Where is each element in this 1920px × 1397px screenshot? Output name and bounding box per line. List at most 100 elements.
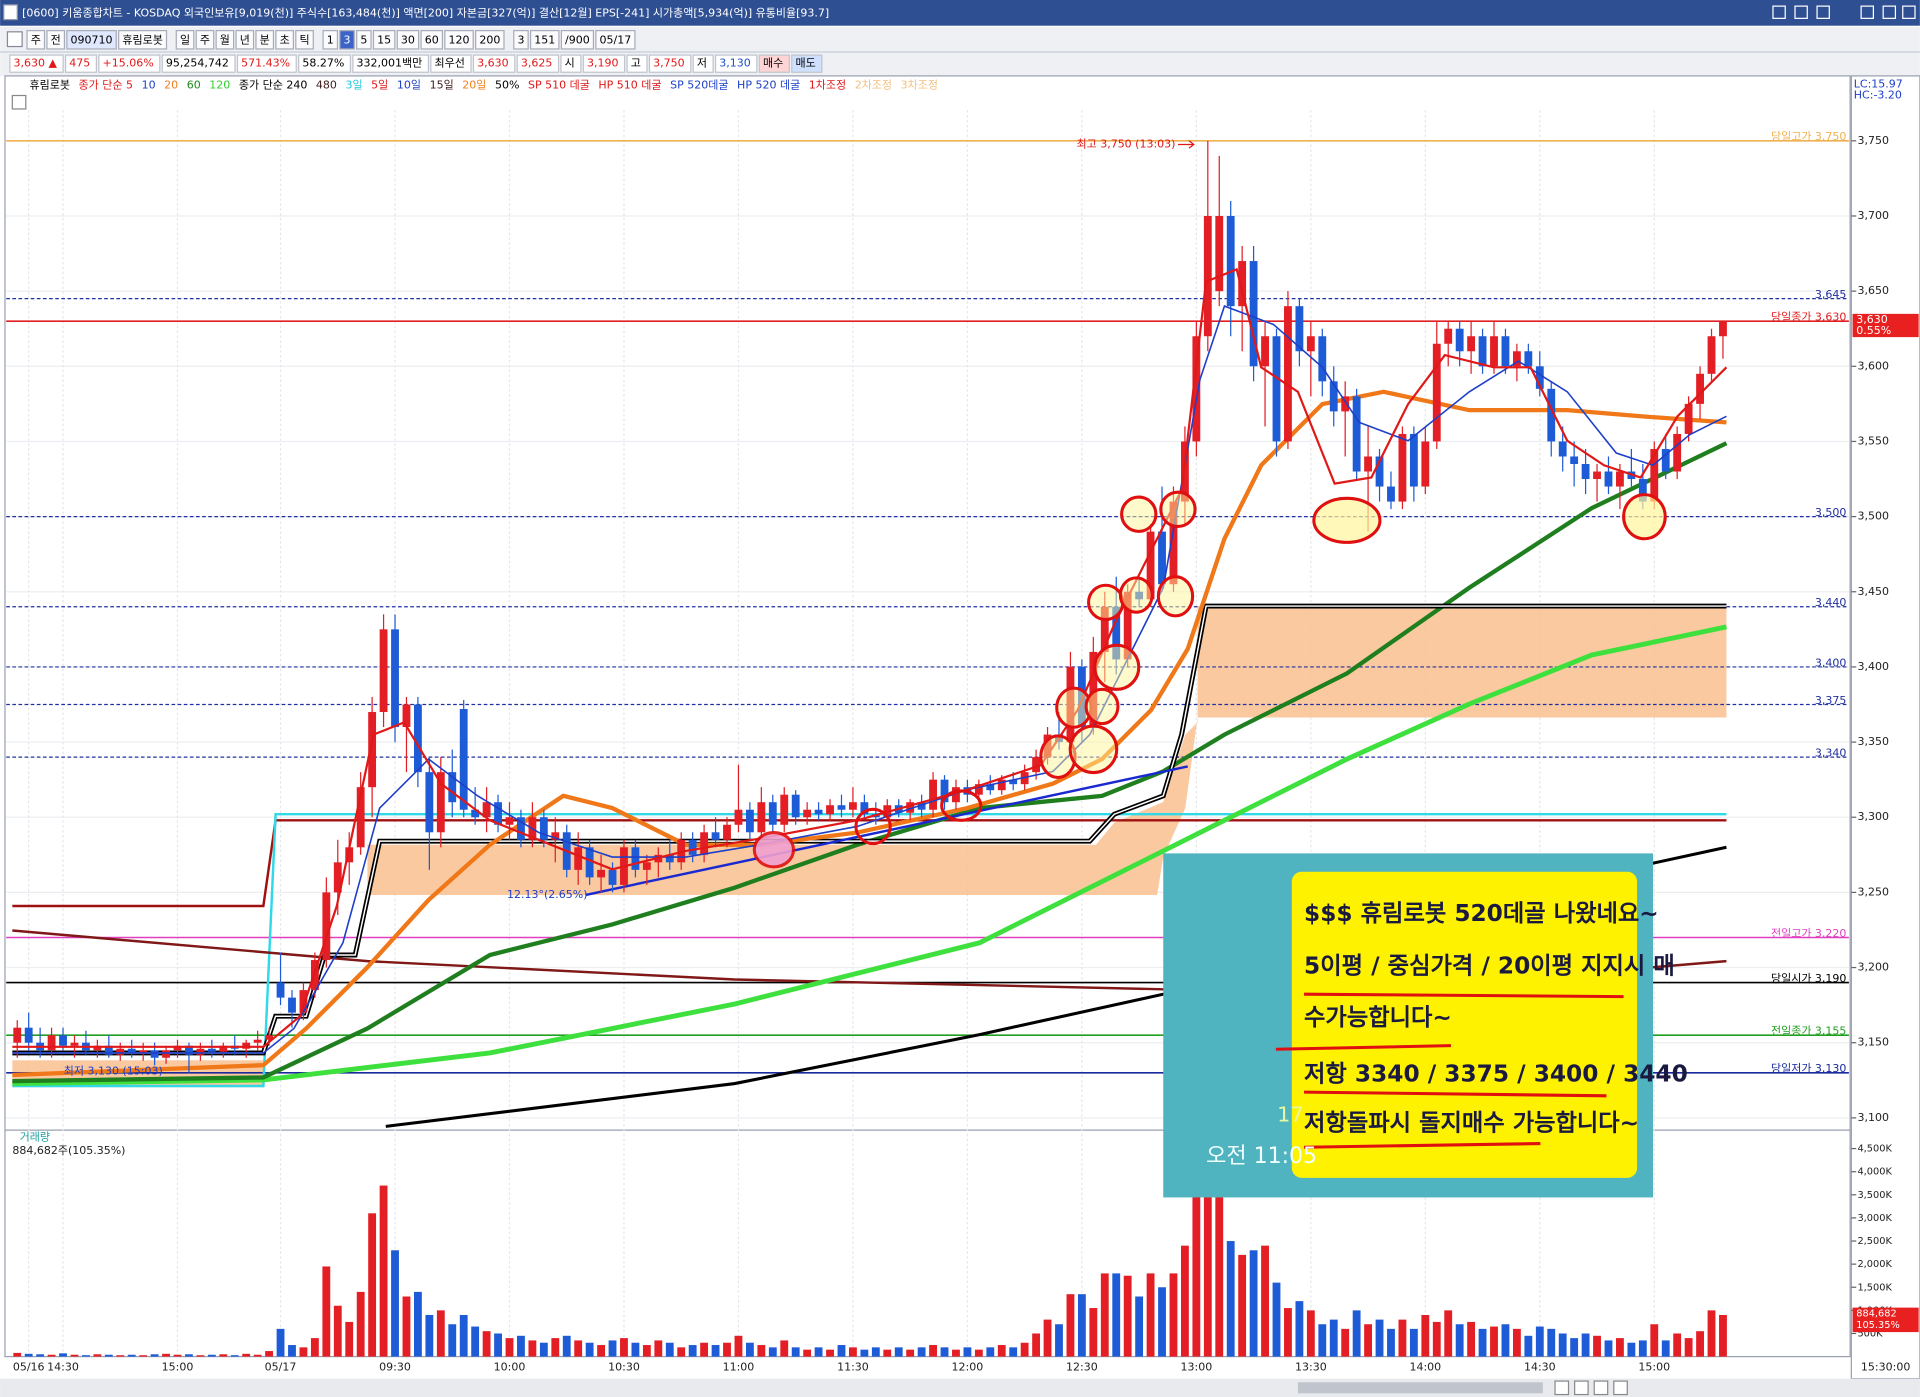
volume-bar: [929, 1345, 937, 1357]
toolbar-button-label[interactable]: 초: [280, 33, 290, 46]
toolbar-button[interactable]: [513, 29, 529, 50]
toolbar-button[interactable]: [475, 29, 505, 50]
toolbar-button[interactable]: [444, 29, 474, 50]
close-button[interactable]: [1902, 5, 1916, 19]
toolbar-button-label[interactable]: 분: [260, 33, 270, 46]
toolbar-button-label[interactable]: 3: [344, 33, 351, 46]
legend-entry[interactable]: 1차조정: [809, 79, 846, 92]
window-button[interactable]: [1882, 5, 1897, 19]
legend-entry[interactable]: 2차조정: [855, 79, 892, 92]
scrollbar[interactable]: [0, 1378, 1920, 1397]
legend-entry[interactable]: 종가 단순 5: [79, 79, 133, 92]
toolbar-button-label[interactable]: /900: [565, 33, 590, 46]
toolbar-button-label[interactable]: 주: [200, 33, 210, 46]
legend-entry[interactable]: 120: [209, 79, 230, 92]
legend-entry[interactable]: SP 510 데굴: [528, 79, 590, 92]
nav-button[interactable]: [1554, 1380, 1570, 1396]
candle-body: [940, 779, 949, 803]
legend-entry[interactable]: 50%: [495, 79, 519, 92]
ma-line: [12, 812, 1727, 1088]
legend-entry[interactable]: 10일: [397, 78, 421, 92]
legend-entry[interactable]: HP 520 데굴: [737, 79, 800, 92]
toolbar-button[interactable]: [175, 29, 195, 50]
toolbar-button[interactable]: [339, 29, 355, 50]
toolbar-button[interactable]: [195, 29, 215, 50]
toolbar-button[interactable]: [356, 29, 372, 50]
toolbar-button[interactable]: [66, 29, 117, 50]
quote-cell: [692, 54, 714, 73]
toolbar-button[interactable]: [295, 29, 314, 50]
legend-entry[interactable]: 15일: [430, 78, 454, 92]
toolbar-button-label[interactable]: 년: [240, 33, 250, 46]
toolbar-button-label[interactable]: 05/17: [600, 33, 632, 46]
toolbar-button-label[interactable]: 5: [360, 33, 367, 46]
legend-entry[interactable]: 60: [187, 79, 201, 92]
toolbar-button-label[interactable]: 090710: [71, 33, 113, 46]
highlight: [854, 807, 892, 846]
legend-entry[interactable]: 480: [316, 79, 337, 92]
volume-bar: [276, 1328, 285, 1357]
toolbar-button[interactable]: [420, 29, 444, 50]
toolbar-button-label[interactable]: 60: [425, 33, 439, 46]
legend-entry[interactable]: 20: [164, 79, 178, 92]
toolbar-button-label[interactable]: 휴림로봇: [122, 33, 162, 46]
legend-entry[interactable]: 휴림로봇: [29, 79, 69, 92]
candle-body: [952, 787, 960, 803]
nav-button[interactable]: [1574, 1380, 1589, 1396]
toolbar-button[interactable]: [255, 29, 275, 50]
scroll-buttons[interactable]: [1554, 1380, 1628, 1396]
legend-entry[interactable]: HP 510 데굴: [598, 79, 661, 92]
legend-entry[interactable]: 3일: [345, 78, 362, 92]
toolbar-button[interactable]: [46, 29, 66, 50]
toolbar-button[interactable]: [322, 29, 339, 50]
toolbar-button[interactable]: [275, 29, 294, 50]
angle-annotation: 12.13°(2.65%): [507, 888, 588, 901]
legend-entry[interactable]: 5일: [371, 78, 388, 92]
toolbar-button-label[interactable]: 15: [377, 33, 391, 46]
volume-bar: [871, 1347, 880, 1357]
toolbar-button-label[interactable]: 1: [327, 33, 334, 46]
order-button[interactable]: [791, 54, 823, 73]
toolbar-button[interactable]: [529, 29, 560, 50]
toolbar-button-label[interactable]: 120: [449, 33, 470, 46]
scroll-thumb[interactable]: [1297, 1382, 1543, 1394]
toolbar-button-label[interactable]: 월: [220, 33, 230, 46]
window-controls[interactable]: [1772, 5, 1916, 19]
toolbar-button-label[interactable]: 주: [31, 33, 41, 46]
window-button[interactable]: [1772, 5, 1786, 19]
toolbar-button-label[interactable]: 30: [401, 33, 415, 46]
volume-bar: [173, 1354, 182, 1357]
toolbar-button[interactable]: [372, 29, 396, 50]
window-button[interactable]: [1794, 5, 1808, 19]
legend-entry[interactable]: 10: [142, 79, 156, 92]
candle-body: [700, 832, 709, 855]
toolbar-button-label[interactable]: 전: [51, 33, 61, 46]
toolbar-button[interactable]: [26, 29, 46, 50]
toolbar-icon[interactable]: [6, 31, 23, 48]
last-price-box: [1852, 313, 1919, 338]
window-button[interactable]: [1860, 5, 1874, 19]
highlight: [1087, 583, 1125, 622]
legend-entry[interactable]: 3차조정: [901, 79, 938, 92]
toolbar-button[interactable]: [215, 29, 235, 50]
legend-entry[interactable]: SP 520데굴: [670, 79, 728, 92]
nav-button[interactable]: [1593, 1380, 1609, 1396]
toolbar-button[interactable]: [396, 29, 420, 50]
nav-button[interactable]: [1613, 1380, 1628, 1396]
legend-entry[interactable]: 20일: [462, 78, 486, 92]
toolbar-button-label[interactable]: 3: [517, 33, 524, 46]
legend-entry[interactable]: 종가 단순 240: [239, 79, 307, 92]
settings-icon[interactable]: [11, 94, 27, 110]
toolbar-button-label[interactable]: 151: [534, 33, 555, 46]
candle-body: [13, 1027, 22, 1043]
toolbar-button-label[interactable]: 일: [180, 32, 190, 46]
toolbar-button[interactable]: [118, 29, 168, 50]
order-button[interactable]: [758, 54, 790, 73]
toolbar-button[interactable]: [560, 29, 595, 50]
toolbar-button-label[interactable]: 200: [479, 33, 500, 46]
volume-bar: [528, 1340, 537, 1357]
toolbar-button[interactable]: [595, 29, 636, 50]
toolbar-button-label[interactable]: 틱: [299, 33, 309, 46]
window-button[interactable]: [1816, 5, 1830, 19]
toolbar-button[interactable]: [235, 29, 255, 50]
